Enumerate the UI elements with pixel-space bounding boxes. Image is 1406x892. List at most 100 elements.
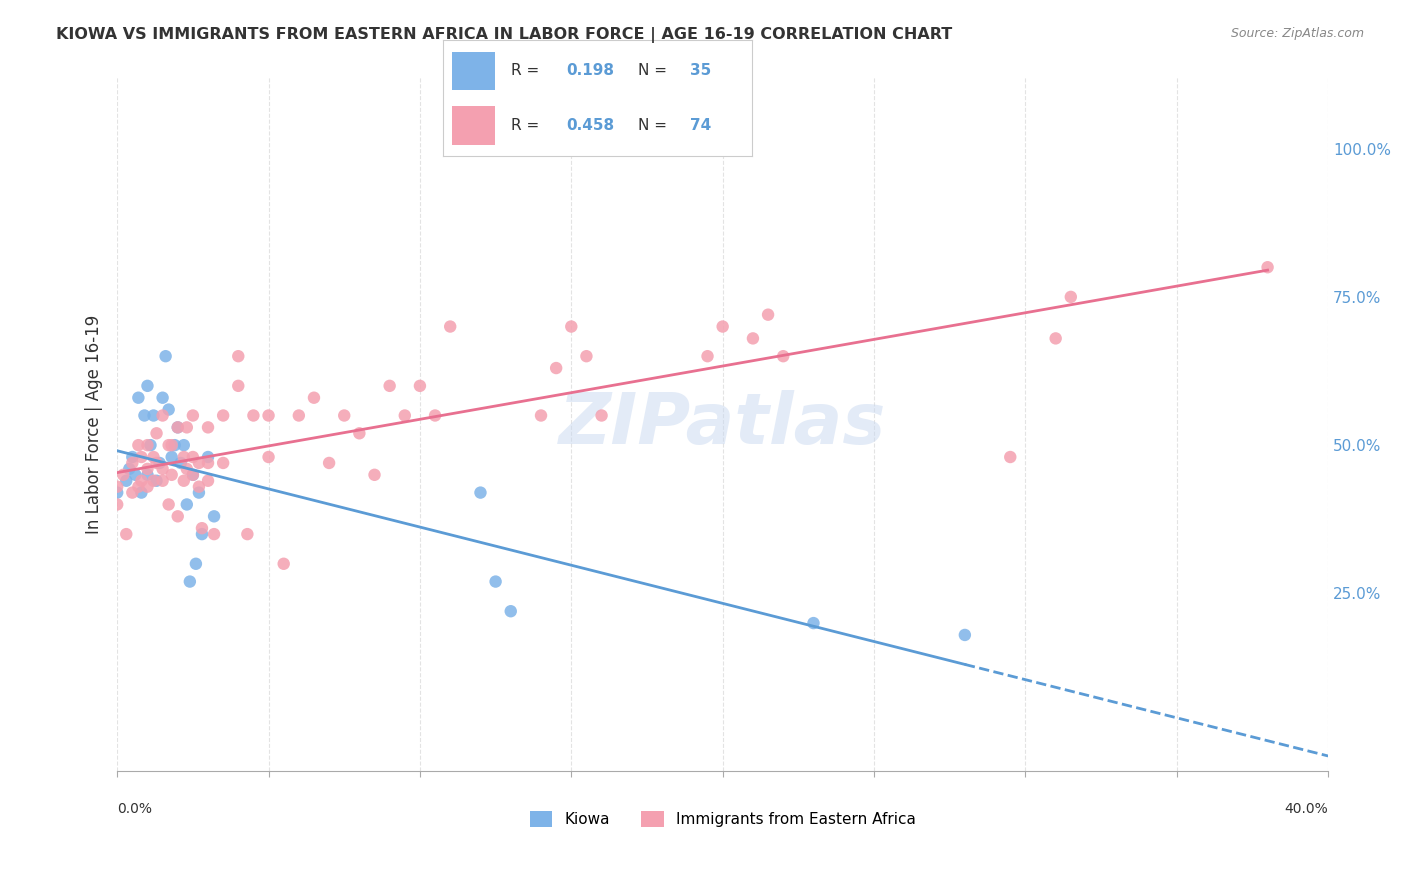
Point (1257, 260, 1279, 275)
Text: N =: N = (638, 119, 672, 134)
Point (212, 409, 235, 423)
Point (181, 409, 204, 423)
Point (163, 438, 186, 452)
Point (184, 557, 207, 571)
Point (160, 438, 183, 452)
Text: KIOWA VS IMMIGRANTS FROM EASTERN AFRICA IN LABOR FORCE | AGE 16-19 CORRELATION C: KIOWA VS IMMIGRANTS FROM EASTERN AFRICA … (56, 27, 952, 43)
Point (288, 409, 311, 423)
Point (197, 456, 219, 470)
Point (349, 426, 371, 441)
Point (131, 474, 153, 488)
Point (166, 509, 188, 524)
Point (202, 527, 225, 541)
Point (181, 467, 204, 482)
Legend: Kiowa, Immigrants from Eastern Africa: Kiowa, Immigrants from Eastern Africa (523, 805, 922, 833)
Point (152, 474, 174, 488)
Point (546, 361, 568, 376)
Point (173, 438, 195, 452)
Point (187, 485, 209, 500)
Point (121, 456, 143, 470)
Point (333, 409, 356, 423)
Point (136, 438, 159, 452)
Point (711, 319, 734, 334)
Point (176, 420, 198, 434)
Point (121, 450, 143, 464)
Point (439, 319, 461, 334)
Point (484, 574, 506, 589)
Point (591, 409, 613, 423)
Point (257, 409, 280, 423)
Point (105, 498, 128, 512)
Point (173, 450, 195, 464)
Text: R =: R = (510, 62, 544, 78)
Point (157, 498, 180, 512)
Point (176, 498, 198, 512)
Point (127, 480, 149, 494)
Point (173, 474, 195, 488)
Point (212, 456, 235, 470)
Point (318, 456, 340, 470)
Point (226, 379, 249, 393)
Text: N =: N = (638, 62, 672, 78)
Point (142, 474, 165, 488)
Point (197, 450, 219, 464)
Point (160, 450, 183, 464)
Point (152, 462, 174, 476)
Point (197, 420, 219, 434)
Text: R =: R = (510, 119, 544, 134)
Point (1045, 331, 1067, 345)
Point (121, 485, 143, 500)
Point (115, 474, 138, 488)
Point (142, 409, 165, 423)
Point (157, 438, 180, 452)
Point (696, 349, 718, 363)
Point (148, 456, 170, 470)
Point (136, 480, 159, 494)
Point (170, 456, 193, 470)
Text: 35: 35 (690, 62, 711, 78)
Point (127, 438, 149, 452)
Text: 0.0%: 0.0% (117, 802, 152, 816)
Point (575, 349, 598, 363)
Point (105, 485, 128, 500)
Point (236, 527, 259, 541)
Point (160, 467, 183, 482)
Point (155, 349, 177, 363)
Point (499, 604, 522, 618)
Point (423, 409, 446, 423)
Point (187, 456, 209, 470)
Point (145, 474, 167, 488)
Point (242, 409, 264, 423)
Point (363, 467, 385, 482)
Point (191, 521, 214, 535)
Point (152, 391, 174, 405)
Text: 74: 74 (690, 119, 711, 134)
Point (118, 462, 141, 476)
Point (1060, 290, 1083, 304)
Point (273, 557, 295, 571)
Point (145, 426, 167, 441)
Point (202, 509, 225, 524)
Point (953, 628, 976, 642)
Point (226, 349, 249, 363)
Point (756, 308, 779, 322)
Point (152, 409, 174, 423)
Point (470, 485, 492, 500)
Point (176, 462, 198, 476)
Point (142, 450, 165, 464)
Text: 40.0%: 40.0% (1285, 802, 1329, 816)
Y-axis label: In Labor Force | Age 16-19: In Labor Force | Age 16-19 (86, 315, 103, 534)
Point (139, 438, 162, 452)
Point (166, 420, 188, 434)
Point (257, 450, 280, 464)
Point (742, 331, 765, 345)
Point (105, 480, 128, 494)
Point (136, 379, 159, 393)
Point (166, 420, 188, 434)
Point (187, 480, 209, 494)
Point (112, 467, 135, 482)
Point (124, 467, 146, 482)
Point (136, 467, 159, 482)
Text: ZIPatlas: ZIPatlas (560, 390, 886, 458)
Point (145, 456, 167, 470)
